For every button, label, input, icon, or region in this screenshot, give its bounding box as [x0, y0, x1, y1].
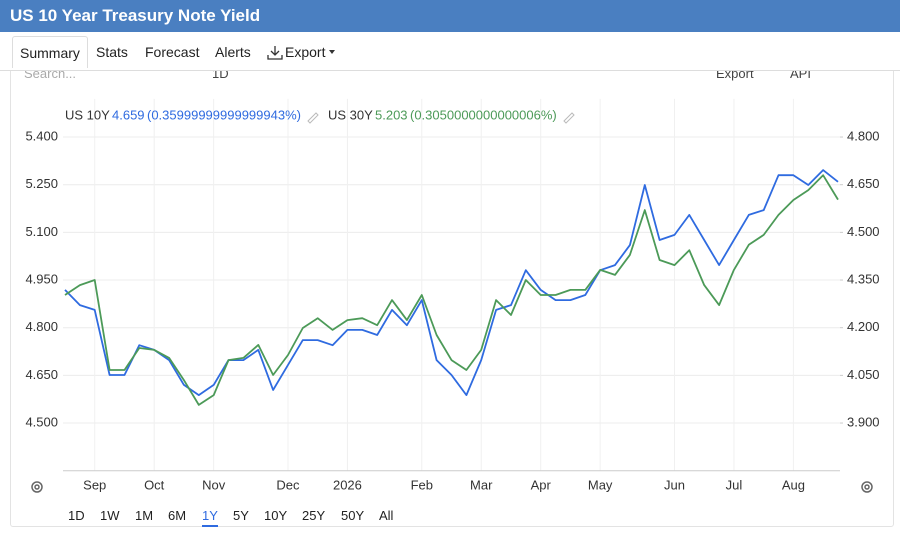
- settings-icon[interactable]: [31, 481, 43, 493]
- series-line: [64, 174, 839, 406]
- x-tick-label: May: [588, 477, 613, 492]
- legend-name: US 10Y: [65, 107, 110, 122]
- legend-value: 4.659: [112, 107, 145, 122]
- x-tick-label: 2026: [333, 477, 362, 492]
- y2-tick-label: 4.350: [847, 271, 880, 286]
- range-button[interactable]: 50Y: [341, 508, 365, 523]
- x-tick-label: Jul: [726, 477, 743, 492]
- range-button[interactable]: 6M: [168, 508, 187, 523]
- range-button[interactable]: 1W: [100, 508, 120, 523]
- legend-change: (0.3050000000000006%): [410, 107, 557, 122]
- caret-icon: [329, 50, 335, 54]
- x-tick-label: Apr: [531, 477, 552, 492]
- range-button[interactable]: 5Y: [233, 508, 249, 523]
- y2-tick-label: 4.650: [847, 176, 880, 191]
- y-tick-label: 5.100: [25, 224, 58, 239]
- y2-tick-label: 4.500: [847, 224, 880, 239]
- grid: [63, 98, 840, 471]
- range-button[interactable]: 1Y: [202, 508, 218, 527]
- settings-icon[interactable]: [861, 481, 873, 493]
- x-tick-label: Sep: [83, 477, 106, 492]
- x-tick-label: Aug: [782, 477, 805, 492]
- range-button[interactable]: 25Y: [302, 508, 326, 523]
- page-header: US 10 Year Treasury Note Yield: [0, 0, 900, 32]
- x-tick-label: Nov: [202, 477, 226, 492]
- y-tick-label: 4.950: [25, 271, 58, 286]
- y-tick-label: 4.500: [25, 414, 58, 429]
- range-button[interactable]: 1M: [135, 508, 154, 523]
- tab[interactable]: Stats: [96, 44, 128, 60]
- tab[interactable]: Alerts: [215, 44, 251, 60]
- download-icon: [267, 46, 283, 60]
- y-tick-label: 4.650: [25, 367, 58, 382]
- y2-tick-label: 4.050: [847, 367, 880, 382]
- tab-icons: [267, 46, 335, 60]
- x-tick-label: Mar: [470, 477, 493, 492]
- range-button[interactable]: 1D: [68, 508, 85, 523]
- y2-tick-label: 4.200: [847, 319, 880, 334]
- x-tick-label: Feb: [411, 477, 433, 492]
- range-button[interactable]: 10Y: [264, 508, 288, 523]
- tab-bar: Summary Stats Forecast Alerts Export: [0, 33, 900, 71]
- tab[interactable]: Summary: [12, 36, 88, 68]
- legend-change: (0.35999999999999943%): [147, 107, 301, 122]
- y-tick-label: 4.800: [25, 319, 58, 334]
- page-title: US 10 Year Treasury Note Yield: [10, 6, 261, 25]
- y2-tick-label: 3.900: [847, 414, 880, 429]
- legend-edit-icon: [307, 112, 319, 124]
- x-tick-label: Jun: [664, 477, 685, 492]
- y2-tick-label: 4.800: [847, 128, 880, 143]
- tab[interactable]: Export: [285, 44, 326, 60]
- x-tick-label: Dec: [276, 477, 300, 492]
- range-button[interactable]: All: [379, 508, 394, 523]
- y-tick-label: 5.400: [25, 128, 58, 143]
- legend-edit-icon: [563, 112, 575, 124]
- tab[interactable]: Forecast: [145, 44, 200, 60]
- legend-name: US 30Y: [328, 107, 373, 122]
- legend-value: 5.203: [375, 107, 408, 122]
- series-line: [64, 169, 839, 396]
- x-tick-label: Oct: [144, 477, 165, 492]
- y-tick-label: 5.250: [25, 176, 58, 191]
